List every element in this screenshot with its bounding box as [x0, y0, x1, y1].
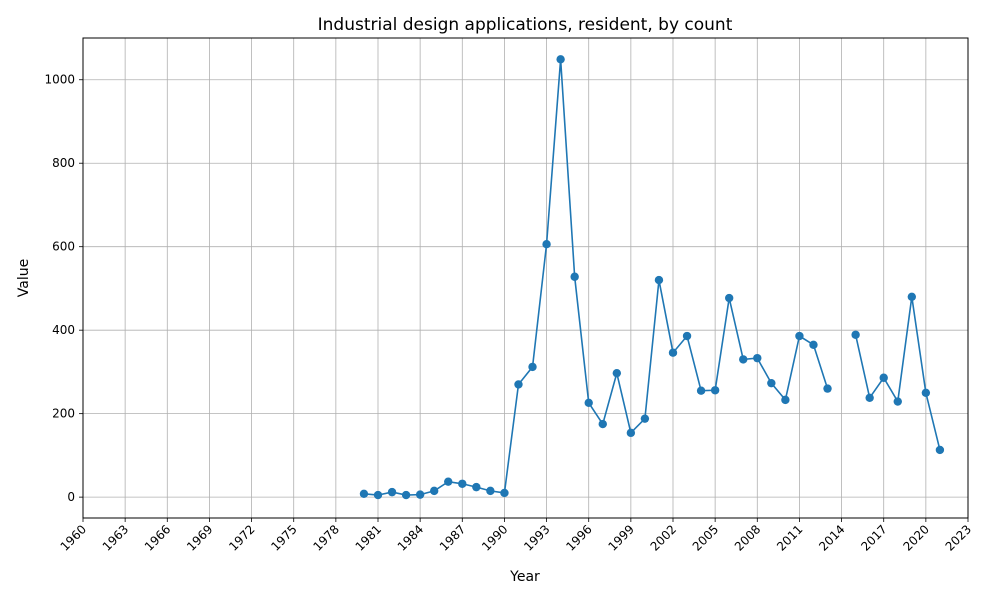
- data-point: [500, 488, 509, 498]
- data-point: [626, 428, 636, 438]
- data-point: [668, 348, 678, 357]
- grid: [82, 38, 969, 518]
- chart-title: Industrial design applications, resident…: [318, 15, 733, 35]
- data-point: [654, 275, 664, 285]
- series-layer: [359, 55, 945, 500]
- data-point: [710, 386, 720, 395]
- data-point: [429, 486, 439, 496]
- series-line: [363, 59, 829, 496]
- data-point: [556, 55, 565, 64]
- data-point: [823, 384, 832, 393]
- y-tick-label: 600: [52, 240, 75, 254]
- data-point: [584, 398, 593, 407]
- data-point: [373, 490, 383, 500]
- data-point: [598, 419, 607, 429]
- data-point: [767, 378, 776, 388]
- data-point: [739, 355, 748, 364]
- y-tick-label: 400: [52, 323, 75, 337]
- data-point: [865, 393, 874, 402]
- data-point: [387, 487, 397, 497]
- data-point: [415, 490, 425, 499]
- data-point: [472, 482, 481, 492]
- data-point: [851, 330, 860, 339]
- data-point: [907, 292, 917, 301]
- y-tick-label: 0: [67, 490, 75, 504]
- plot-frame: [82, 37, 969, 519]
- data-point: [921, 388, 931, 397]
- data-point: [612, 368, 622, 378]
- data-point: [514, 380, 523, 389]
- y-axis-title: Value: [16, 259, 32, 297]
- data-point: [809, 340, 818, 349]
- data-point: [486, 486, 495, 496]
- data-point: [542, 239, 551, 249]
- data-point: [696, 386, 706, 395]
- data-point: [893, 397, 902, 406]
- y-axis: 0 200 400 600 800 1000: [44, 73, 83, 504]
- y-tick-label: 200: [52, 407, 75, 421]
- data-point: [724, 293, 734, 303]
- data-point: [401, 490, 411, 500]
- data-point: [640, 414, 650, 423]
- y-tick-label: 1000: [44, 73, 75, 87]
- x-axis-title: Year: [509, 569, 540, 585]
- data-point: [458, 479, 467, 488]
- data-point: [795, 331, 804, 341]
- data-point: [359, 489, 369, 498]
- data-point: [444, 477, 453, 486]
- data-point: [570, 272, 579, 281]
- data-point: [781, 395, 790, 405]
- y-tick-label: 800: [52, 156, 75, 170]
- data-point: [682, 331, 692, 341]
- data-point: [879, 373, 888, 382]
- data-point: [528, 362, 537, 372]
- data-point: [935, 445, 945, 455]
- data-point: [753, 353, 762, 363]
